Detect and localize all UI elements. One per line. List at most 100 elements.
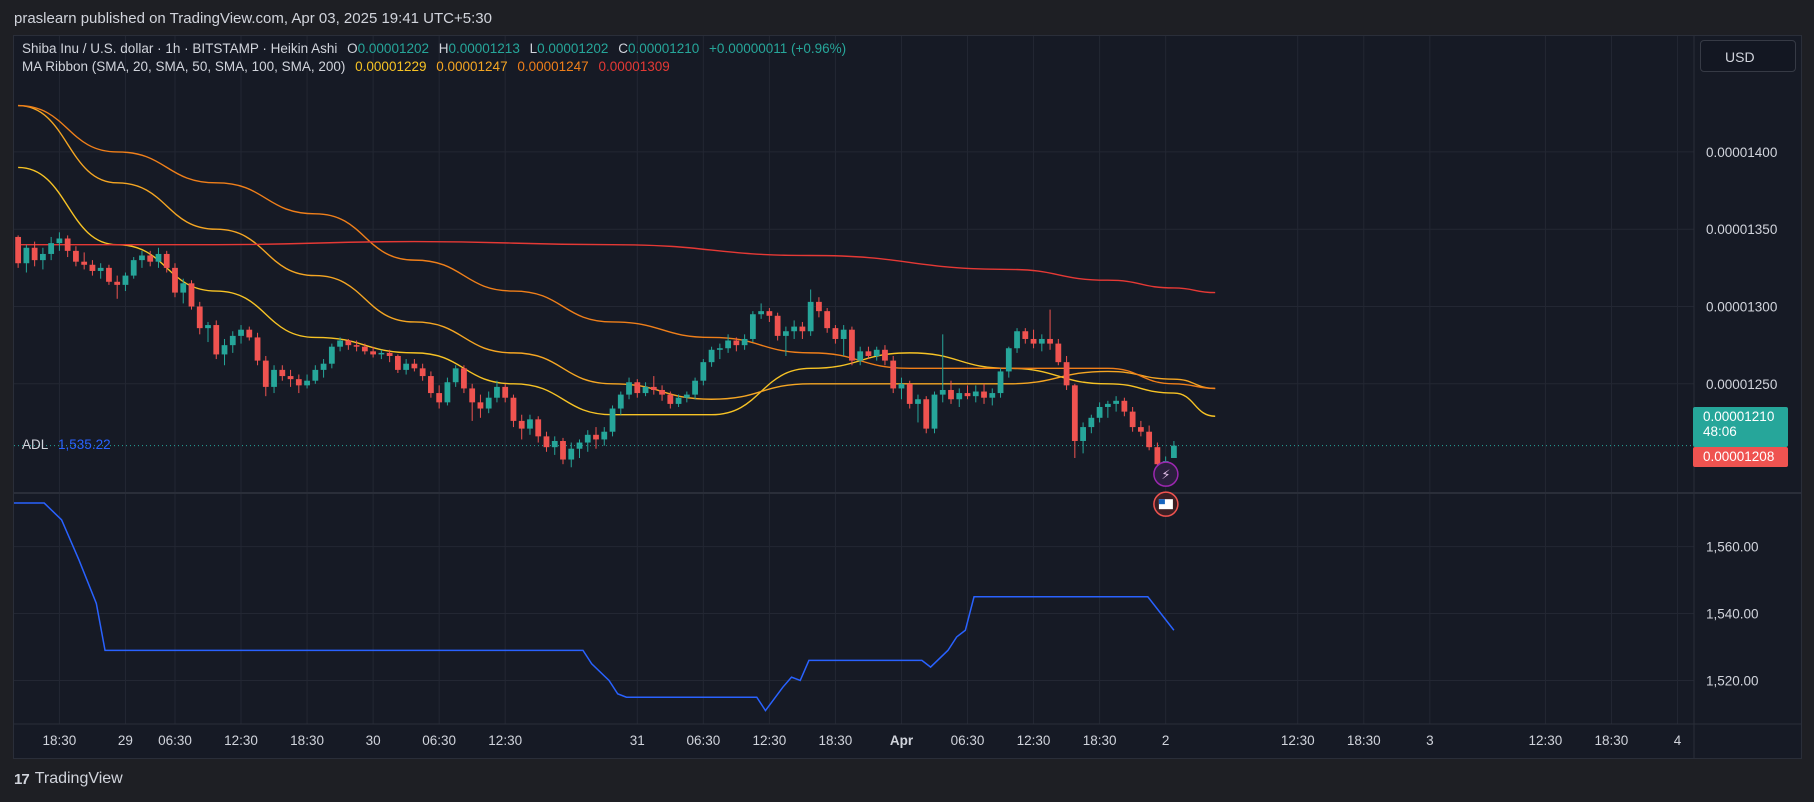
candle-body (353, 345, 360, 347)
candle-body (229, 335, 236, 346)
ma-ribbon-label[interactable]: MA Ribbon (SMA, 20, SMA, 50, SMA, 100, S… (22, 59, 346, 74)
candle-body (799, 326, 806, 332)
candle-body (716, 348, 723, 350)
candle-body (1022, 331, 1029, 339)
candle-body (106, 267, 112, 282)
time-axis-label: 12:30 (1017, 733, 1051, 748)
candle-body (708, 349, 715, 363)
candle-body (626, 382, 632, 395)
candle-body (1055, 343, 1062, 363)
candle-body (1014, 331, 1020, 349)
candle-body (824, 311, 831, 329)
candle-body (774, 315, 781, 336)
candle-body (568, 448, 575, 460)
candle-body (89, 264, 96, 271)
tradingview-footer[interactable]: 17 TradingView (14, 770, 123, 788)
candle-body (650, 386, 657, 390)
candle-body (394, 355, 401, 370)
time-axis-label: 29 (118, 733, 133, 748)
candle-body (1121, 400, 1128, 412)
candle-body (816, 301, 822, 312)
candle-body (758, 311, 765, 315)
candle-body (857, 351, 864, 361)
candle-body (1096, 406, 1103, 418)
candle-body (972, 391, 979, 397)
candle-body (155, 253, 162, 262)
candle-body (312, 369, 319, 381)
candle-body (832, 328, 839, 339)
candle-body (675, 397, 682, 404)
chart-canvas[interactable]: ⚡ 0.00001400 0.00001350 0.00001300 0.0000125… (14, 36, 1801, 758)
candle-body (1171, 445, 1177, 458)
bid-price-value: 0.00001208 (1703, 449, 1775, 464)
chart-frame[interactable]: ⚡ 0.00001400 0.00001350 0.00001300 0.0000125… (13, 35, 1802, 759)
candle-body (403, 363, 410, 370)
candle-body (246, 329, 253, 338)
ma20-value: 0.00001229 (355, 59, 427, 74)
candle-body (939, 389, 946, 395)
candle-body (502, 386, 509, 398)
publisher-line: praslearn published on TradingView.com, … (14, 10, 492, 27)
open-value: 0.00001202 (357, 41, 429, 56)
time-axis-label: 06:30 (422, 733, 456, 748)
candle-body (147, 255, 154, 262)
candle-body (386, 352, 393, 356)
candle-body (31, 247, 38, 261)
price-axis-label: 0.00001300 (1706, 300, 1777, 315)
candle-body (469, 388, 476, 403)
time-axis-label: 18:30 (1595, 733, 1629, 748)
tradingview-brand: TradingView (34, 770, 123, 787)
time-axis-label: 06:30 (951, 733, 985, 748)
close-value: 0.00001210 (627, 41, 700, 56)
candle-body (1137, 427, 1144, 432)
candle-body (1154, 447, 1161, 465)
lightning-event-icon (1153, 461, 1179, 487)
time-axis-label: 2 (1162, 733, 1170, 748)
candle-body (295, 379, 302, 386)
tradingview-logo-icon: 17 (14, 770, 30, 788)
candle-body (890, 360, 897, 389)
adl-value: 1,535.22 (58, 437, 111, 452)
candle-body (683, 394, 690, 398)
candle-body (1038, 338, 1045, 344)
candle-body (518, 420, 525, 429)
high-label: H (438, 41, 449, 56)
candle-body (130, 260, 137, 276)
candle-body (535, 419, 542, 437)
candle-body (667, 394, 674, 404)
change-value: +0.00000011 (+0.96%) (709, 41, 847, 56)
candle-body (56, 238, 63, 244)
candle-body (840, 329, 847, 339)
price-axis-label: 0.00001400 (1706, 145, 1777, 160)
last-price-tag: 0.00001210 48:06 (1693, 407, 1788, 447)
bar-countdown: 48:06 (1703, 424, 1737, 439)
adl-label[interactable]: ADL (22, 437, 49, 452)
candle-body (634, 382, 641, 394)
candle-body (221, 345, 228, 355)
candle-body (428, 376, 434, 394)
candle-body (73, 250, 79, 262)
candle-body (741, 338, 748, 346)
candle-body (964, 393, 971, 397)
candle-body (477, 402, 484, 409)
candle-body (1047, 338, 1053, 344)
candle-body (23, 247, 30, 264)
candle-body (238, 329, 244, 336)
symbol-legend: Shiba Inu / U.S. dollar · 1h · BITSTAMP … (22, 41, 852, 56)
time-axis-label: Apr (890, 733, 914, 748)
time-axis-label: 06:30 (686, 733, 720, 748)
candle-body (361, 346, 368, 352)
ma200-value: 0.00001309 (598, 59, 670, 74)
candle-body (593, 434, 599, 440)
currency-selector[interactable]: USD (1700, 40, 1796, 72)
candle-body (849, 329, 855, 361)
candle-body (97, 267, 104, 271)
time-axis-label: 3 (1426, 733, 1434, 748)
time-axis-label: 18:30 (819, 733, 853, 748)
candle-body (510, 397, 517, 421)
symbol-title[interactable]: Shiba Inu / U.S. dollar · 1h · BITSTAMP … (22, 41, 338, 56)
candle-body (1113, 400, 1120, 404)
time-axis-label: 12:30 (752, 733, 786, 748)
candle-body (15, 236, 22, 264)
candle-body (609, 408, 616, 432)
